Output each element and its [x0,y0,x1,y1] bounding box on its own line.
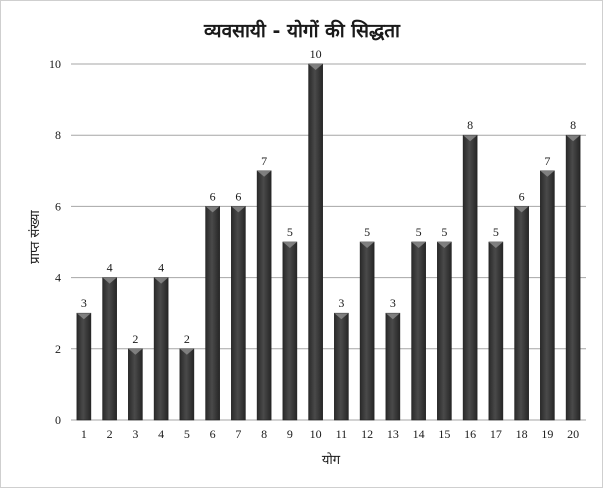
bar [102,277,117,421]
bar-cap [76,313,91,320]
chart-title: व्यवसायी - योगों की सिद्धता [203,19,401,42]
y-tick-label: 2 [55,342,61,356]
data-label: 6 [210,189,216,203]
bar-cap [488,242,503,248]
bar-cap [128,348,143,355]
data-label: 3 [390,296,396,310]
bar [76,312,92,421]
bar [514,206,529,421]
bar-cap [102,277,117,284]
bar [256,170,272,421]
y-axis-ticks: 0 2 4 6 8 10 [49,57,61,427]
x-tick-label: 2 [107,427,113,441]
data-label: 5 [493,225,499,239]
bar-cap [205,206,220,213]
bar-cap [282,242,297,248]
x-tick-label: 13 [387,427,399,441]
bar [128,348,143,421]
data-label: 5 [441,225,447,239]
x-tick-label: 5 [184,427,190,441]
bar-cap [154,277,169,284]
x-axis-ticks: 1 2 3 4 5 6 7 8 9 10 11 12 13 14 15 16 17 18 19 20 [81,427,579,441]
data-label: 5 [287,225,293,239]
x-tick-label: 17 [490,427,502,441]
data-labels: 3 4 2 4 2 6 6 7 5 10 3 5 3 5 5 8 5 6 7 8 [81,47,576,346]
bar [540,170,555,421]
bar-cap [179,348,194,355]
x-tick-label: 19 [541,427,553,441]
data-label: 10 [310,47,322,61]
bar-cap [540,170,555,177]
data-label: 3 [81,296,87,310]
x-tick-label: 3 [132,427,138,441]
bar [411,241,426,421]
x-tick-label: 7 [235,427,241,441]
bars [76,63,581,421]
bar [231,206,246,421]
y-tick-label: 4 [55,271,61,285]
x-tick-label: 11 [336,427,348,441]
bar-cap [308,64,323,70]
gridlines [71,63,586,421]
data-label: 7 [261,154,267,168]
bar [153,277,169,421]
bar-cap [231,206,246,213]
x-tick-label: 12 [361,427,373,441]
data-label: 4 [158,261,164,275]
bar [565,134,581,421]
bar [385,312,401,421]
bar-cap [360,242,375,248]
x-tick-label: 8 [261,427,267,441]
bar [359,241,375,421]
data-label: 5 [416,225,422,239]
data-label: 6 [235,189,241,203]
bar-cap [385,313,400,320]
bar-cap [334,313,349,320]
x-tick-label: 10 [310,427,322,441]
bar-cap [463,135,478,142]
bar-cap [566,135,581,142]
x-tick-label: 14 [413,427,425,441]
x-tick-label: 9 [287,427,293,441]
bar-cap [411,242,426,248]
y-tick-label: 0 [55,413,61,427]
bar [437,241,452,421]
bar [282,241,298,421]
x-tick-label: 6 [210,427,216,441]
x-tick-label: 16 [464,427,476,441]
bar-cap [257,170,272,177]
data-label: 8 [570,118,576,132]
bar [205,206,220,421]
bar [308,63,323,421]
data-label: 2 [184,332,190,346]
data-label: 6 [519,189,525,203]
data-label: 5 [364,225,370,239]
data-label: 8 [467,118,473,132]
bar [179,348,195,421]
x-tick-label: 15 [438,427,450,441]
x-tick-label: 18 [516,427,528,441]
y-tick-label: 8 [55,128,61,142]
y-axis-label: प्राप्त संख्या [28,210,43,264]
bar [488,241,504,421]
x-axis-label: योग [322,452,341,468]
data-label: 2 [132,332,138,346]
bar-cap [437,242,452,248]
y-tick-label: 10 [49,57,61,71]
x-tick-label: 20 [567,427,579,441]
data-label: 4 [107,261,113,275]
data-label: 3 [338,296,344,310]
bar [334,312,349,421]
data-label: 7 [544,154,550,168]
x-tick-label: 4 [158,427,164,441]
y-tick-label: 6 [55,199,61,213]
x-tick-label: 1 [81,427,87,441]
bar-cap [514,206,529,213]
bar [462,134,478,421]
